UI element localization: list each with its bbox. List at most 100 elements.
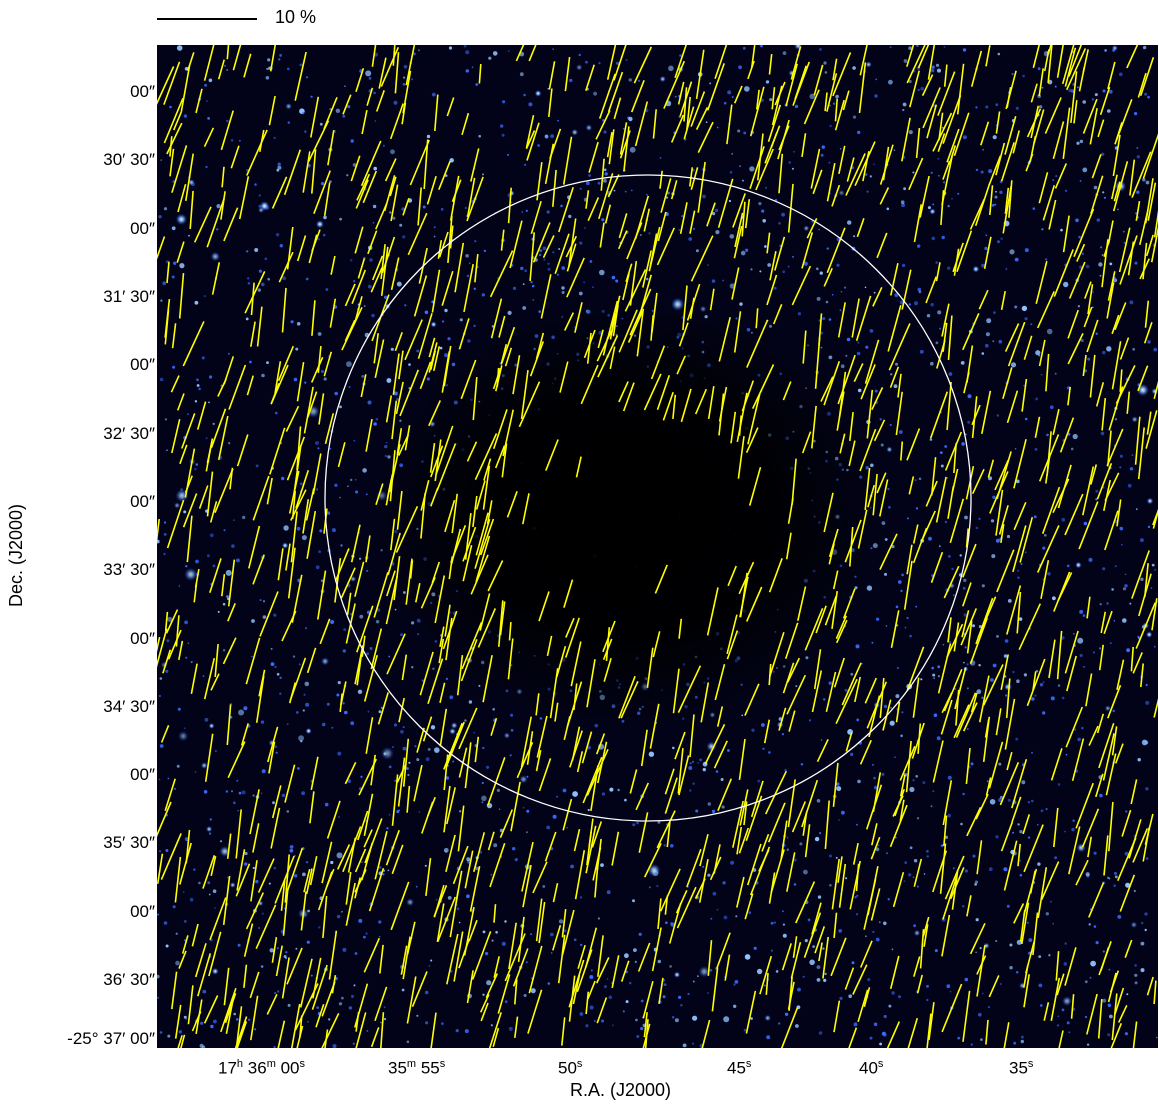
star xyxy=(459,318,463,322)
polarization-vector xyxy=(355,1012,367,1048)
polarization-vector xyxy=(823,360,841,406)
star xyxy=(1034,448,1038,451)
polarization-vector xyxy=(389,176,397,197)
star xyxy=(1027,836,1031,839)
star xyxy=(247,277,250,280)
star xyxy=(908,80,912,83)
polarization-vector xyxy=(172,111,183,131)
star xyxy=(920,86,924,91)
star xyxy=(1068,1031,1071,1034)
star xyxy=(630,189,633,192)
star xyxy=(414,745,417,748)
polarization-vector xyxy=(833,1000,841,1033)
polarization-vector xyxy=(1019,516,1034,563)
star xyxy=(997,240,1000,244)
star xyxy=(403,64,408,69)
star xyxy=(319,122,323,126)
star xyxy=(856,823,858,826)
polarization-vector xyxy=(1056,973,1065,996)
star xyxy=(585,1024,589,1028)
polarization-vector xyxy=(356,654,363,686)
star xyxy=(447,337,451,341)
polarization-vector xyxy=(726,614,738,654)
polarization-vector xyxy=(1099,86,1111,116)
polarization-vector xyxy=(1013,439,1027,489)
polarization-vector xyxy=(682,285,688,331)
polarization-vector xyxy=(191,923,199,947)
polarization-vector xyxy=(157,801,172,837)
star xyxy=(1108,968,1111,971)
star xyxy=(427,748,431,751)
polarization-vector xyxy=(790,942,802,979)
star xyxy=(946,477,949,479)
polarization-vector xyxy=(245,892,265,930)
star xyxy=(272,801,275,805)
polarization-vector xyxy=(580,364,599,405)
polarization-vector xyxy=(971,396,978,438)
star xyxy=(742,46,746,50)
polarization-vector xyxy=(157,628,168,668)
star xyxy=(273,136,276,140)
star xyxy=(254,1028,257,1031)
polarization-vector xyxy=(310,356,324,383)
polarization-vector xyxy=(258,669,266,697)
polarization-vector xyxy=(502,409,514,457)
polarization-vector xyxy=(838,371,847,418)
polarization-vector xyxy=(814,336,821,389)
star xyxy=(1065,753,1068,756)
polarization-vector xyxy=(607,300,619,338)
polarization-vector xyxy=(907,1017,919,1048)
polarization-vector xyxy=(1073,100,1078,124)
polarization-vector xyxy=(637,942,651,972)
polarization-vector xyxy=(302,499,310,534)
star xyxy=(233,1012,236,1016)
star xyxy=(737,129,741,133)
star xyxy=(400,633,403,637)
star xyxy=(523,994,527,997)
star xyxy=(482,173,484,176)
star xyxy=(748,911,752,915)
polarization-vector xyxy=(837,302,846,338)
star xyxy=(277,990,280,993)
star xyxy=(1122,230,1125,233)
polarization-vector xyxy=(357,258,366,279)
polarization-vector xyxy=(1138,573,1152,617)
polarization-vector xyxy=(1114,302,1127,331)
polarization-vector xyxy=(450,528,462,565)
polarization-vector xyxy=(427,796,436,817)
star xyxy=(175,932,178,935)
polarization-vector xyxy=(1137,72,1147,98)
star xyxy=(1109,642,1112,645)
star xyxy=(204,83,207,87)
star xyxy=(491,939,494,942)
star xyxy=(1088,923,1091,926)
polarization-vector xyxy=(310,756,319,791)
star xyxy=(342,702,345,705)
polarization-vector xyxy=(193,206,212,243)
star xyxy=(194,300,199,305)
star xyxy=(430,959,433,962)
star xyxy=(331,726,334,729)
star xyxy=(207,881,211,885)
star xyxy=(1022,74,1025,78)
star xyxy=(430,321,437,328)
polarization-vector xyxy=(944,431,963,471)
polarization-vector xyxy=(385,478,393,506)
star xyxy=(1104,49,1107,52)
polarization-vector xyxy=(662,391,674,421)
star xyxy=(317,332,322,336)
polarization-vector xyxy=(574,850,586,900)
star xyxy=(1140,577,1144,581)
polarization-vector xyxy=(296,361,305,402)
star xyxy=(802,975,805,978)
ra-tick-part: 50 xyxy=(558,1058,577,1078)
star xyxy=(947,775,952,780)
star xyxy=(512,847,516,851)
polarization-vector xyxy=(690,91,706,127)
star xyxy=(1114,418,1118,421)
polarization-vector xyxy=(781,943,792,971)
star xyxy=(411,666,414,669)
star xyxy=(507,310,512,315)
star xyxy=(380,746,394,761)
polarization-vector xyxy=(906,45,926,84)
